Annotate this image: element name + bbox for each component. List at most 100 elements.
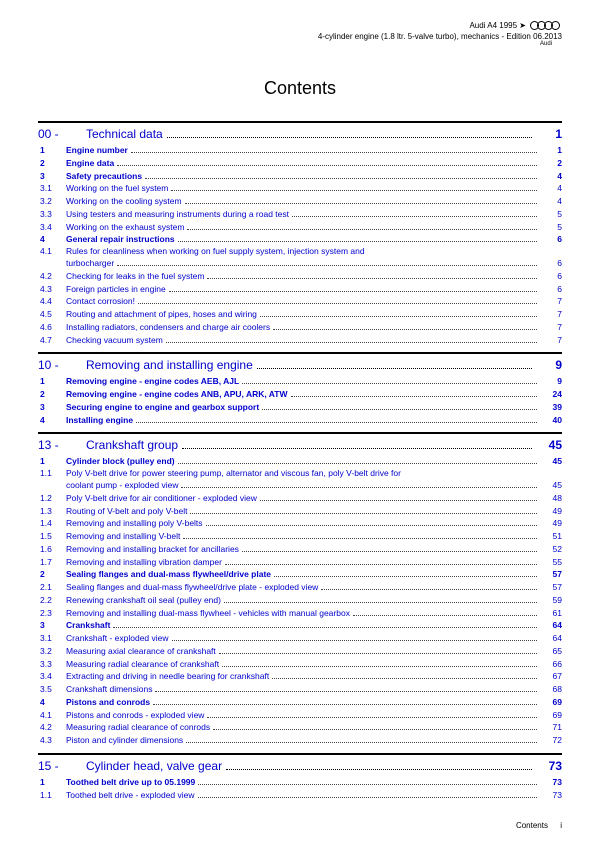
entry-title: Securing engine to engine and gearbox su… [66,401,259,414]
toc-entry[interactable]: 1.5Removing and installing V-belt51 [38,530,562,543]
entry-number: 3.4 [38,221,66,234]
toc-entry[interactable]: 3Safety precautions4 [38,170,562,183]
leader-dots [169,291,537,292]
entry-page: 7 [540,308,562,321]
leader-dots [178,241,537,242]
entry-page: 52 [540,543,562,556]
toc-entry[interactable]: 3.2Measuring axial clearance of cranksha… [38,645,562,658]
entry-title: Removing and installing V-belt [66,530,180,543]
toc-entry[interactable]: 3Crankshaft64 [38,619,562,632]
section-page: 45 [536,438,562,452]
leader-dots [181,487,537,488]
leader-dots [272,678,537,679]
toc-entry[interactable]: 1.1Toothed belt drive - exploded view73 [38,789,562,802]
leader-dots [207,278,537,279]
toc-entry[interactable]: 3.4Extracting and driving in needle bear… [38,670,562,683]
toc-entry[interactable]: 3.3Using testers and measuring instrumen… [38,208,562,221]
section-page: 73 [536,759,562,773]
toc-entry[interactable]: 1.3Routing of V-belt and poly V-belt49 [38,505,562,518]
toc-entry[interactable]: 4.3Foreign particles in engine6 [38,283,562,296]
entry-number: 4.4 [38,295,66,308]
entry-title: Routing and attachment of pipes, hoses a… [66,308,257,321]
entry-title: Crankshaft dimensions [66,683,152,696]
entry-title: Removing and installing bracket for anci… [66,543,239,556]
leader-dots [187,229,537,230]
entry-number: 1 [38,776,66,789]
toc-entry[interactable]: 2Engine data2 [38,157,562,170]
leader-dots [136,422,537,423]
toc-entry[interactable]: 3.5Crankshaft dimensions68 [38,683,562,696]
entry-title: General repair instructions [66,233,175,246]
toc-entry[interactable]: 3.1Crankshaft - exploded view64 [38,632,562,645]
toc-entry[interactable]: 1Toothed belt drive up to 05.199973 [38,776,562,789]
entry-title: Removing and installing vibration damper [66,556,222,569]
toc-entry[interactable]: 4.2Checking for leaks in the fuel system… [38,270,562,283]
entry-page: 57 [540,568,562,581]
page-footer: Contents i [516,821,562,830]
toc-entry[interactable]: 3Securing engine to engine and gearbox s… [38,401,562,414]
toc-entry[interactable]: 1.4Removing and installing poly V-belts4… [38,517,562,530]
leader-dots [321,589,537,590]
entry-page: 4 [540,182,562,195]
toc-section-heading[interactable]: 10 -Removing and installing engine9 [38,358,562,372]
toc-entry[interactable]: 4Installing engine40 [38,414,562,427]
toc-section-heading[interactable]: 15 -Cylinder head, valve gear73 [38,759,562,773]
leader-dots [171,190,537,191]
leader-dots [225,564,537,565]
toc-entry[interactable]: 1.6Removing and installing bracket for a… [38,543,562,556]
toc-entry[interactable]: 3.4Working on the exhaust system5 [38,221,562,234]
toc-entry[interactable]: 4General repair instructions6 [38,233,562,246]
toc-entry[interactable]: 4.7Checking vacuum system7 [38,334,562,347]
entry-page: 9 [540,375,562,388]
leader-dots [145,178,537,179]
entry-number: 1.3 [38,505,66,518]
entry-page: 66 [540,658,562,671]
entry-number: 3.5 [38,683,66,696]
toc-section-heading[interactable]: 13 -Crankshaft group45 [38,438,562,452]
entry-page: 7 [540,334,562,347]
toc-entry[interactable]: 2.3Removing and installing dual-mass fly… [38,607,562,620]
page-title: Contents [38,78,562,99]
toc-entry[interactable]: 1Engine number1 [38,144,562,157]
toc-entry[interactable]: 1Cylinder block (pulley end)45 [38,455,562,468]
footer-label: Contents [516,821,548,830]
toc-entry[interactable]: 3.2Working on the cooling system4 [38,195,562,208]
toc-entry[interactable]: 2.2Renewing crankshaft oil seal (pulley … [38,594,562,607]
entry-page: 72 [540,734,562,747]
toc-entry[interactable]: 4.1Pistons and conrods - exploded view69 [38,709,562,722]
entry-page: 64 [540,619,562,632]
entry-number: 4.7 [38,334,66,347]
entry-number: 1.6 [38,543,66,556]
toc-entry[interactable]: 4Pistons and conrods69 [38,696,562,709]
entry-page: 49 [540,517,562,530]
entry-number: 4 [38,696,66,709]
entry-title-line2: coolant pump - exploded view [66,480,178,492]
toc-entry[interactable]: 4.2Measuring radial clearance of conrods… [38,721,562,734]
toc-entry[interactable]: 4.4Contact corrosion!7 [38,295,562,308]
toc-entry[interactable]: 4.5Routing and attachment of pipes, hose… [38,308,562,321]
entry-title: Sealing flanges and dual-mass flywheel/d… [66,581,318,594]
entry-page: 6 [540,258,562,270]
toc-entry[interactable]: 1.7Removing and installing vibration dam… [38,556,562,569]
entry-page: 55 [540,556,562,569]
toc-entry[interactable]: 4.6Installing radiators, condensers and … [38,321,562,334]
entry-title: Using testers and measuring instruments … [66,208,289,221]
toc-section-heading[interactable]: 00 -Technical data1 [38,127,562,141]
toc-entry[interactable]: 2Sealing flanges and dual-mass flywheel/… [38,568,562,581]
toc-entry[interactable]: 2Removing engine - engine codes ANB, APU… [38,388,562,401]
leader-dots [353,615,537,616]
toc-entry[interactable]: 4.3Piston and cylinder dimensions72 [38,734,562,747]
toc-entry[interactable]: 3.3Measuring radial clearance of cranksh… [38,658,562,671]
entry-title: Contact corrosion! [66,295,135,308]
leader-dots [172,640,537,641]
leader-dots [207,717,537,718]
toc-entry[interactable]: 1.1Poly V-belt drive for power steering … [38,468,562,492]
toc-entry[interactable]: 4.1Rules for cleanliness when working on… [38,246,562,270]
toc-entry[interactable]: 1.2Poly V-belt drive for air conditioner… [38,492,562,505]
toc-entry[interactable]: 2.1Sealing flanges and dual-mass flywhee… [38,581,562,594]
entry-number: 1.7 [38,556,66,569]
toc-entry[interactable]: 1Removing engine - engine codes AEB, AJL… [38,375,562,388]
leader-dots [117,265,537,266]
entry-title-line1: Rules for cleanliness when working on fu… [66,246,562,258]
toc-entry[interactable]: 3.1Working on the fuel system4 [38,182,562,195]
